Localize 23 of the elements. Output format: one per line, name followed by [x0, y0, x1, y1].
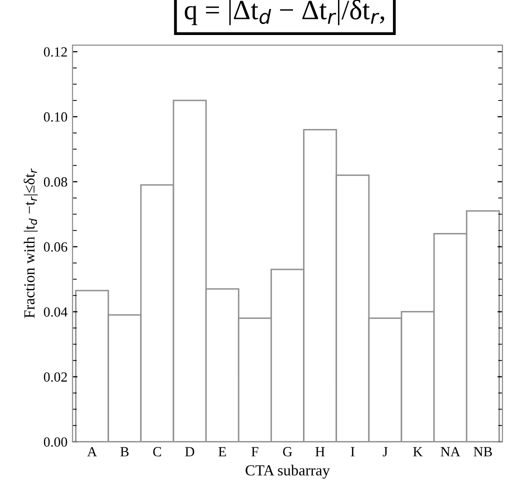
x-tick-label: K: [413, 447, 423, 456]
x-tick-label: J: [382, 447, 388, 456]
x-tick-label: C: [153, 447, 162, 456]
y-tick-label: 0.02: [44, 372, 67, 382]
x-tick-label: E: [218, 447, 226, 456]
x-tick-label: I: [350, 447, 354, 456]
y-tick-label: 0.12: [44, 47, 67, 57]
x-axis-title: CTA subarray: [246, 464, 330, 479]
x-tick-label: NA: [440, 447, 460, 456]
x-tick-label: D: [185, 447, 194, 456]
x-tick-label: F: [251, 447, 258, 456]
y-tick-label: 0.10: [44, 112, 68, 122]
y-tick-label: 0.04: [44, 307, 68, 317]
x-tick-label: NB: [474, 447, 492, 456]
y-tick-label: 0.06: [44, 242, 68, 252]
text: q = |Δt$_{d}$ − Δt$_{r}$|/δt$_{r}$,: [184, 0, 384, 26]
x-tick-label: H: [315, 447, 325, 456]
y-axis-title: Fraction with |t$_{d}$ −t$_{r}$|≤δt$_{r}$: [24, 168, 38, 318]
x-tick-label: G: [283, 447, 292, 456]
x-tick-label: A: [87, 447, 97, 456]
x-tick-label: B: [120, 447, 129, 456]
y-tick-label: 0.08: [44, 177, 68, 187]
y-tick-label: 0.00: [44, 437, 68, 447]
